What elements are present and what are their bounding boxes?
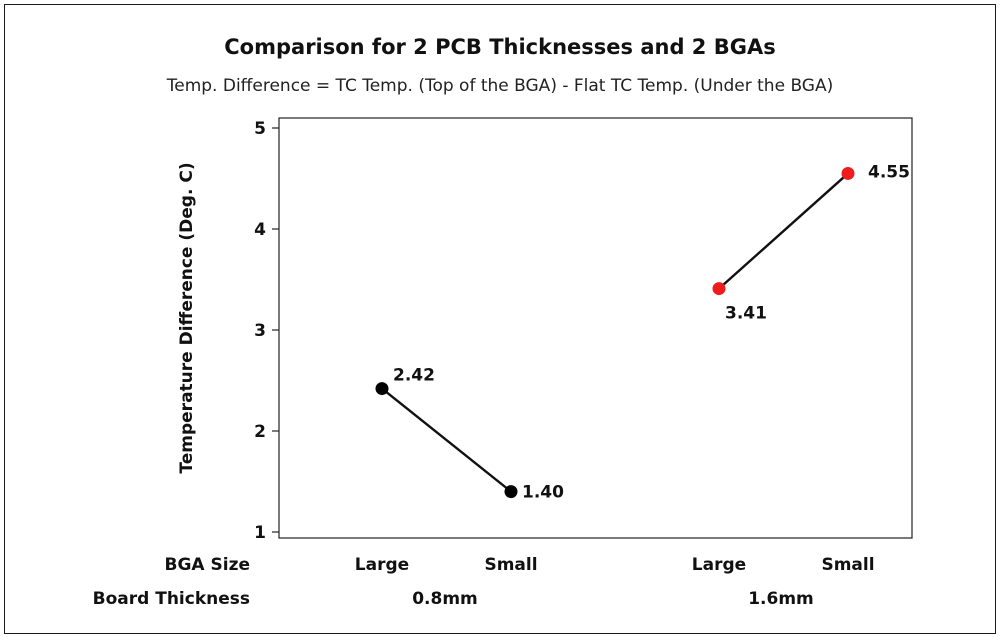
y-tick-label: 4 [254,220,266,240]
data-point [841,166,855,180]
bga-size-label: Small [821,555,874,575]
y-tick-label: 1 [254,523,266,543]
y-tick-label: 5 [254,119,266,139]
chart-frame [4,4,996,634]
data-point [712,282,726,296]
y-axis-label: Temperature Difference (Deg. C) [177,162,197,473]
data-label: 3.41 [725,304,767,324]
y-tick-label: 3 [254,321,266,341]
series-line [718,172,849,290]
row-label-bga-size: BGA Size [165,555,250,575]
bga-size-label: Large [355,555,409,575]
y-tick-label: 2 [254,422,266,442]
series-layer: 2.42 1.40 3.41 4.55 [375,162,910,503]
board-thickness-label: 0.8mm [412,589,478,609]
data-point [375,382,389,396]
chart-title: Comparison for 2 PCB Thicknesses and 2 B… [224,35,775,59]
series-line [381,387,512,493]
board-thickness-label: 1.6mm [748,589,814,609]
plot-area [278,117,913,539]
data-label: 4.55 [868,162,910,182]
data-point [504,485,518,499]
row-label-board-thickness: Board Thickness [93,589,250,609]
bga-size-label: Large [692,555,746,575]
chart-subtitle: Temp. Difference = TC Temp. (Top of the … [166,76,834,96]
data-label: 1.40 [522,483,564,503]
bga-size-label: Small [484,555,537,575]
y-axis: 1 2 3 4 5 [254,119,279,543]
data-label: 2.42 [393,366,435,386]
